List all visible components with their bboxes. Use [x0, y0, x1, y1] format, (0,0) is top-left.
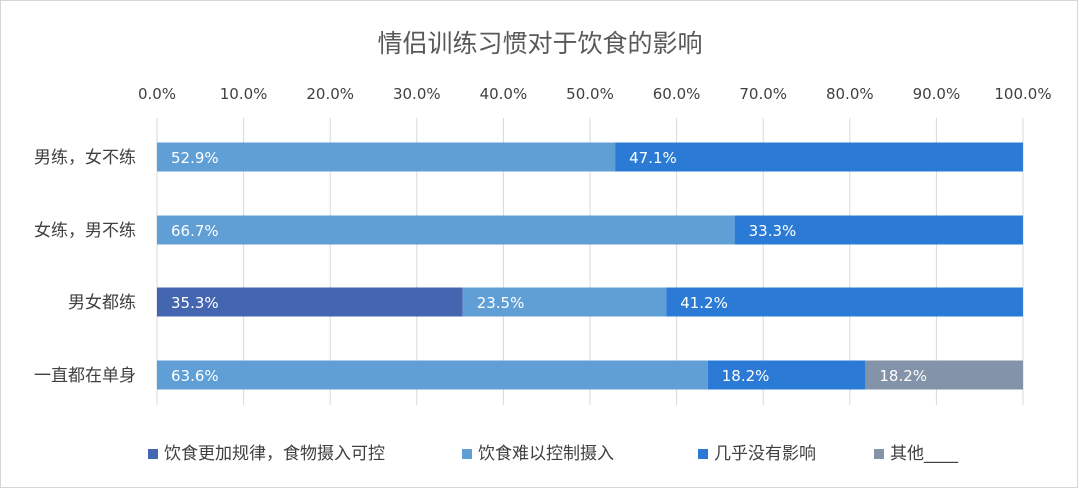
legend-label: 几乎没有影响: [714, 444, 816, 464]
legend-swatch: [148, 449, 158, 459]
legend-label: 其他____: [890, 444, 958, 464]
chart-title: 情侣训练习惯对于饮食的影响: [377, 29, 702, 58]
legend: 饮食更加规律，食物摄入可控 饮食难以控制摄入 几乎没有影响 其他____: [148, 444, 958, 464]
data-label: 41.2%: [680, 294, 728, 312]
x-tick-label: 50.0%: [566, 85, 614, 103]
x-axis-ticks: 0.0% 10.0% 20.0% 30.0% 40.0% 50.0% 60.0% 70.0% 8…: [138, 85, 1052, 103]
bar-segment: [462, 287, 667, 317]
bar-segment: [707, 360, 866, 390]
x-tick-label: 30.0%: [393, 85, 441, 103]
bar-segment: [157, 215, 735, 245]
x-tick-label: 100.0%: [994, 85, 1051, 103]
x-tick-label: 70.0%: [739, 85, 787, 103]
category-label: 一直都在单身: [34, 366, 136, 386]
bar-segment: [157, 142, 616, 172]
x-tick-label: 90.0%: [913, 85, 961, 103]
x-tick-label: 10.0%: [220, 85, 268, 103]
x-tick-label: 60.0%: [653, 85, 701, 103]
category-label: 男女都练: [68, 293, 136, 313]
x-tick-label: 0.0%: [138, 85, 176, 103]
data-label: 23.5%: [477, 294, 525, 312]
legend-swatch: [698, 449, 708, 459]
x-tick-label: 40.0%: [480, 85, 528, 103]
data-label: 52.9%: [171, 149, 219, 167]
category-label: 女练，男不练: [34, 221, 136, 241]
category-label: 男练，女不练: [34, 148, 136, 168]
legend-swatch: [462, 449, 472, 459]
data-label: 18.2%: [879, 367, 927, 385]
legend-label: 饮食更加规律，食物摄入可控: [164, 444, 385, 464]
bar-segment: [666, 287, 1023, 317]
data-label: 47.1%: [629, 149, 677, 167]
x-tick-label: 20.0%: [306, 85, 354, 103]
bar-segment: [157, 287, 463, 317]
data-label: 33.3%: [749, 222, 797, 240]
x-tick-label: 80.0%: [826, 85, 874, 103]
bar-segment: [865, 360, 1023, 390]
data-label: 63.6%: [171, 367, 219, 385]
data-label: 35.3%: [171, 294, 219, 312]
data-label: 18.2%: [722, 367, 770, 385]
data-label: 66.7%: [171, 222, 219, 240]
legend-swatch: [874, 449, 884, 459]
bar-segment: [734, 215, 1023, 245]
bars: 52.9% 47.1% 66.7% 33.3% 35.3% 23.5% 41.2% 63.6%…: [157, 142, 1023, 390]
bar-segment: [615, 142, 1023, 172]
legend-label: 饮食难以控制摄入: [478, 444, 614, 464]
bar-segment: [157, 360, 708, 390]
